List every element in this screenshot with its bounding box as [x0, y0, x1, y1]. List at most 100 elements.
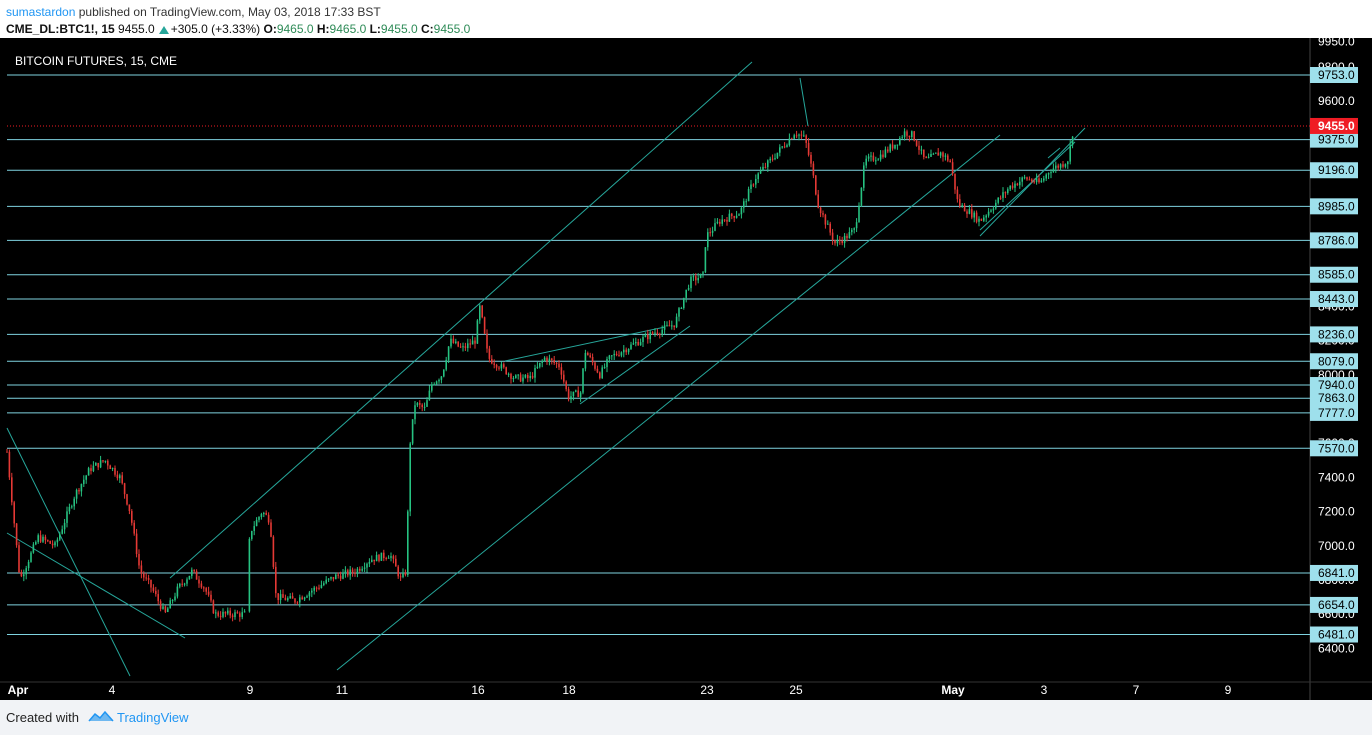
candle-body — [171, 600, 174, 602]
trend-line[interactable] — [979, 141, 1076, 231]
candle-body — [255, 519, 258, 527]
candle-body — [32, 544, 35, 553]
candle-body — [812, 163, 815, 176]
candle-body — [99, 460, 102, 468]
candle-body — [613, 353, 615, 356]
candle-body — [155, 590, 157, 595]
candle-body — [23, 574, 25, 577]
created-with-text: Created with — [6, 710, 79, 725]
candle-body — [188, 575, 191, 580]
candle-body — [872, 155, 875, 161]
candle-body — [291, 596, 294, 599]
candle-body — [411, 419, 414, 444]
trend-line[interactable] — [1047, 147, 1061, 159]
candle-body — [116, 474, 119, 479]
candle-body — [66, 511, 68, 523]
candle-body — [433, 384, 435, 386]
candle-body — [570, 396, 572, 400]
candle-body — [819, 207, 822, 214]
candle-body — [152, 587, 155, 591]
candle-body — [666, 325, 668, 327]
level-label: 7777.0 — [1318, 406, 1355, 420]
candle-body — [128, 504, 131, 512]
candle-body — [831, 232, 834, 241]
candle-body — [956, 189, 959, 200]
candle-body — [126, 494, 128, 505]
chart-area[interactable]: 6400.06600.06800.07000.07200.07400.07600… — [0, 34, 1372, 700]
candle-body — [421, 404, 423, 408]
candle-body — [887, 149, 889, 152]
candle-body — [54, 542, 56, 546]
candle-body — [906, 131, 908, 136]
open-label: O: — [263, 22, 277, 36]
candle-body — [1028, 179, 1031, 181]
candle-body — [92, 465, 95, 471]
candle-body — [234, 612, 236, 618]
x-tick-label: 11 — [336, 683, 349, 697]
candle-body — [1002, 192, 1004, 198]
trend-line[interactable] — [169, 61, 753, 579]
candle-body — [723, 219, 726, 221]
candle-body — [121, 475, 123, 484]
trend-line[interactable] — [579, 325, 691, 405]
candle-body — [1064, 164, 1067, 167]
candle-body — [951, 162, 954, 174]
candle-body — [913, 131, 915, 141]
candle-body — [498, 367, 500, 369]
candle-body — [481, 305, 483, 318]
trend-line[interactable] — [336, 134, 1001, 671]
symbol-label[interactable]: CME_DL:BTC1!, 15 — [6, 22, 115, 36]
chart-header: sumastardon published on TradingView.com… — [0, 0, 1372, 38]
candle-body — [843, 235, 846, 244]
candle-body — [771, 158, 774, 160]
candle-body — [627, 348, 630, 353]
candle-body — [735, 215, 738, 218]
candle-body — [894, 144, 896, 149]
level-label: 6841.0 — [1318, 566, 1355, 580]
price-chart[interactable]: 6400.06600.06800.07000.07200.07400.07600… — [0, 34, 1372, 700]
candle-body — [762, 166, 764, 171]
candle-body — [548, 358, 551, 362]
candle-body — [97, 462, 99, 468]
trend-line[interactable] — [6, 532, 186, 639]
candle-body — [500, 364, 503, 369]
candle-body — [846, 235, 848, 239]
candle-body — [198, 579, 200, 584]
candle-body — [71, 506, 73, 508]
candle-body — [337, 574, 339, 576]
candle-body — [231, 615, 234, 618]
candle-body — [675, 316, 678, 328]
candle-body — [853, 228, 855, 230]
candle-body — [507, 373, 510, 375]
candle-body — [529, 375, 531, 379]
candle-body — [207, 591, 210, 595]
level-label: 8786.0 — [1318, 233, 1355, 247]
level-label: 8985.0 — [1318, 199, 1355, 213]
candle-body — [690, 276, 692, 289]
y-tick-label: 7200.0 — [1318, 505, 1355, 519]
candle-body — [752, 184, 755, 186]
candle-body — [443, 369, 445, 377]
candle-body — [755, 179, 757, 185]
candle-body — [745, 201, 747, 203]
tradingview-logo-icon[interactable] — [88, 709, 114, 725]
trend-line[interactable] — [504, 326, 666, 362]
candle-body — [647, 334, 649, 340]
tradingview-brand-link[interactable]: TradingView — [117, 710, 189, 725]
candle-body — [6, 451, 8, 453]
candle-body — [85, 475, 87, 480]
author-link[interactable]: sumastardon — [6, 5, 76, 19]
candle-body — [817, 194, 819, 208]
trend-line[interactable] — [6, 427, 131, 677]
candle-body — [239, 613, 241, 617]
candle-body — [980, 218, 983, 221]
low-value: 9455.0 — [380, 22, 418, 36]
candle-body — [47, 540, 49, 542]
candle-body — [49, 540, 51, 544]
candle-body — [750, 184, 752, 190]
candle-body — [678, 308, 680, 317]
candle-body — [1059, 164, 1062, 168]
candle-body — [303, 597, 306, 600]
trend-line[interactable] — [799, 77, 809, 127]
trend-line[interactable] — [979, 127, 1086, 237]
